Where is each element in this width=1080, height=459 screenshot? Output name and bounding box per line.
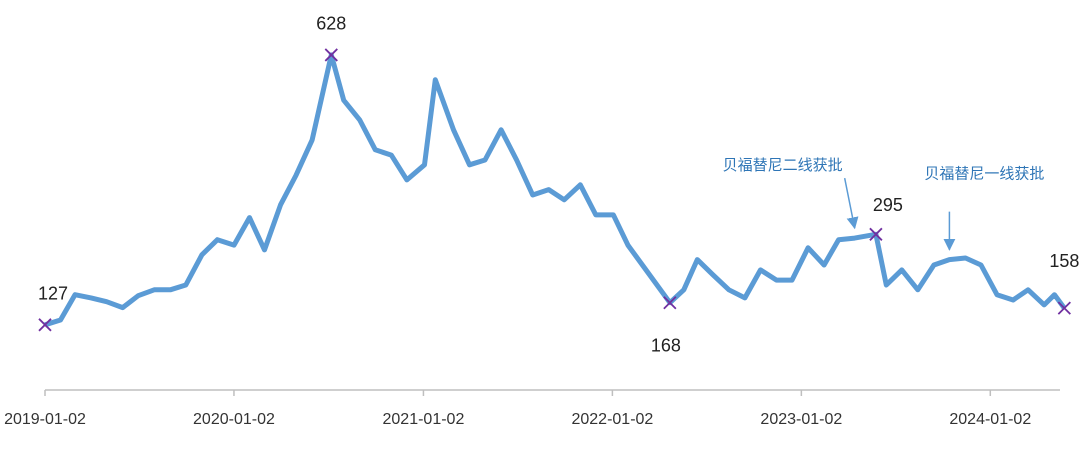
- point-marker: [663, 296, 677, 310]
- price-line: [44, 52, 1067, 328]
- x-tick-label: 2023-01-02: [760, 411, 842, 428]
- x-tick-label: 2020-01-02: [193, 411, 275, 428]
- point-marker: [324, 48, 338, 62]
- x-tick-label: 2022-01-02: [571, 411, 653, 428]
- x-tick-label: 2024-01-02: [949, 411, 1031, 428]
- point-label: 158: [1049, 251, 1079, 271]
- annotation-arrow: [843, 177, 859, 230]
- point-label: 168: [651, 335, 681, 355]
- point-label: 295: [873, 195, 903, 215]
- annotation: 贝福替尼一线获批: [924, 165, 1044, 183]
- point-marker: [869, 227, 883, 241]
- point-marker: [1057, 301, 1071, 315]
- x-tick-label: 2021-01-02: [383, 411, 465, 428]
- point-marker: [38, 318, 52, 332]
- point-label: 127: [38, 284, 68, 304]
- annotation: 贝福替尼二线获批: [723, 156, 843, 174]
- point-label: 628: [316, 14, 346, 34]
- x-tick-label: 2019-01-02: [4, 411, 86, 428]
